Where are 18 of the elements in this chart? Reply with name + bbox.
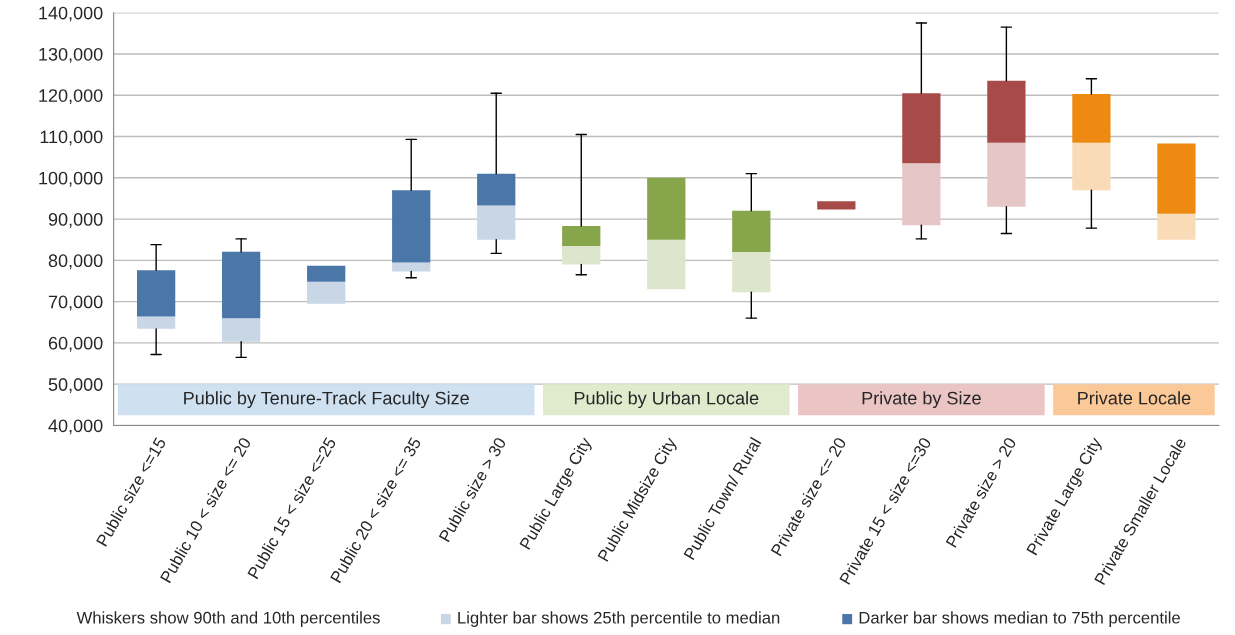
text: Whiskers show 90th and 10th percentiles bbox=[76, 611, 380, 627]
band-label: Private by Size bbox=[862, 391, 981, 409]
y-tick-label: 120,000 bbox=[39, 89, 103, 105]
y-tick-label: 80,000 bbox=[48, 254, 103, 270]
band-label: Private Locale bbox=[1078, 391, 1191, 405]
text: Lighter bar shows 25th percentile to median bbox=[458, 611, 780, 627]
y-tick-label: 40,000 bbox=[48, 419, 103, 435]
y-tick-label: 140,000 bbox=[39, 6, 103, 22]
y-tick-label: 70,000 bbox=[48, 295, 103, 311]
band-label: Public by Tenure-Track Faculty Size bbox=[184, 391, 469, 409]
text: Darker bar shows median to 75th percentile bbox=[859, 611, 1180, 627]
band-label: Public by Urban Locale bbox=[574, 391, 759, 409]
y-tick-label: 130,000 bbox=[39, 47, 103, 63]
y-tick-label: 50,000 bbox=[48, 378, 103, 394]
y-tick-label: 110,000 bbox=[40, 130, 103, 146]
y-tick-label: 100,000 bbox=[39, 171, 103, 187]
y-tick-label: 90,000 bbox=[48, 213, 103, 228]
y-tick-label: 60,000 bbox=[48, 336, 103, 352]
